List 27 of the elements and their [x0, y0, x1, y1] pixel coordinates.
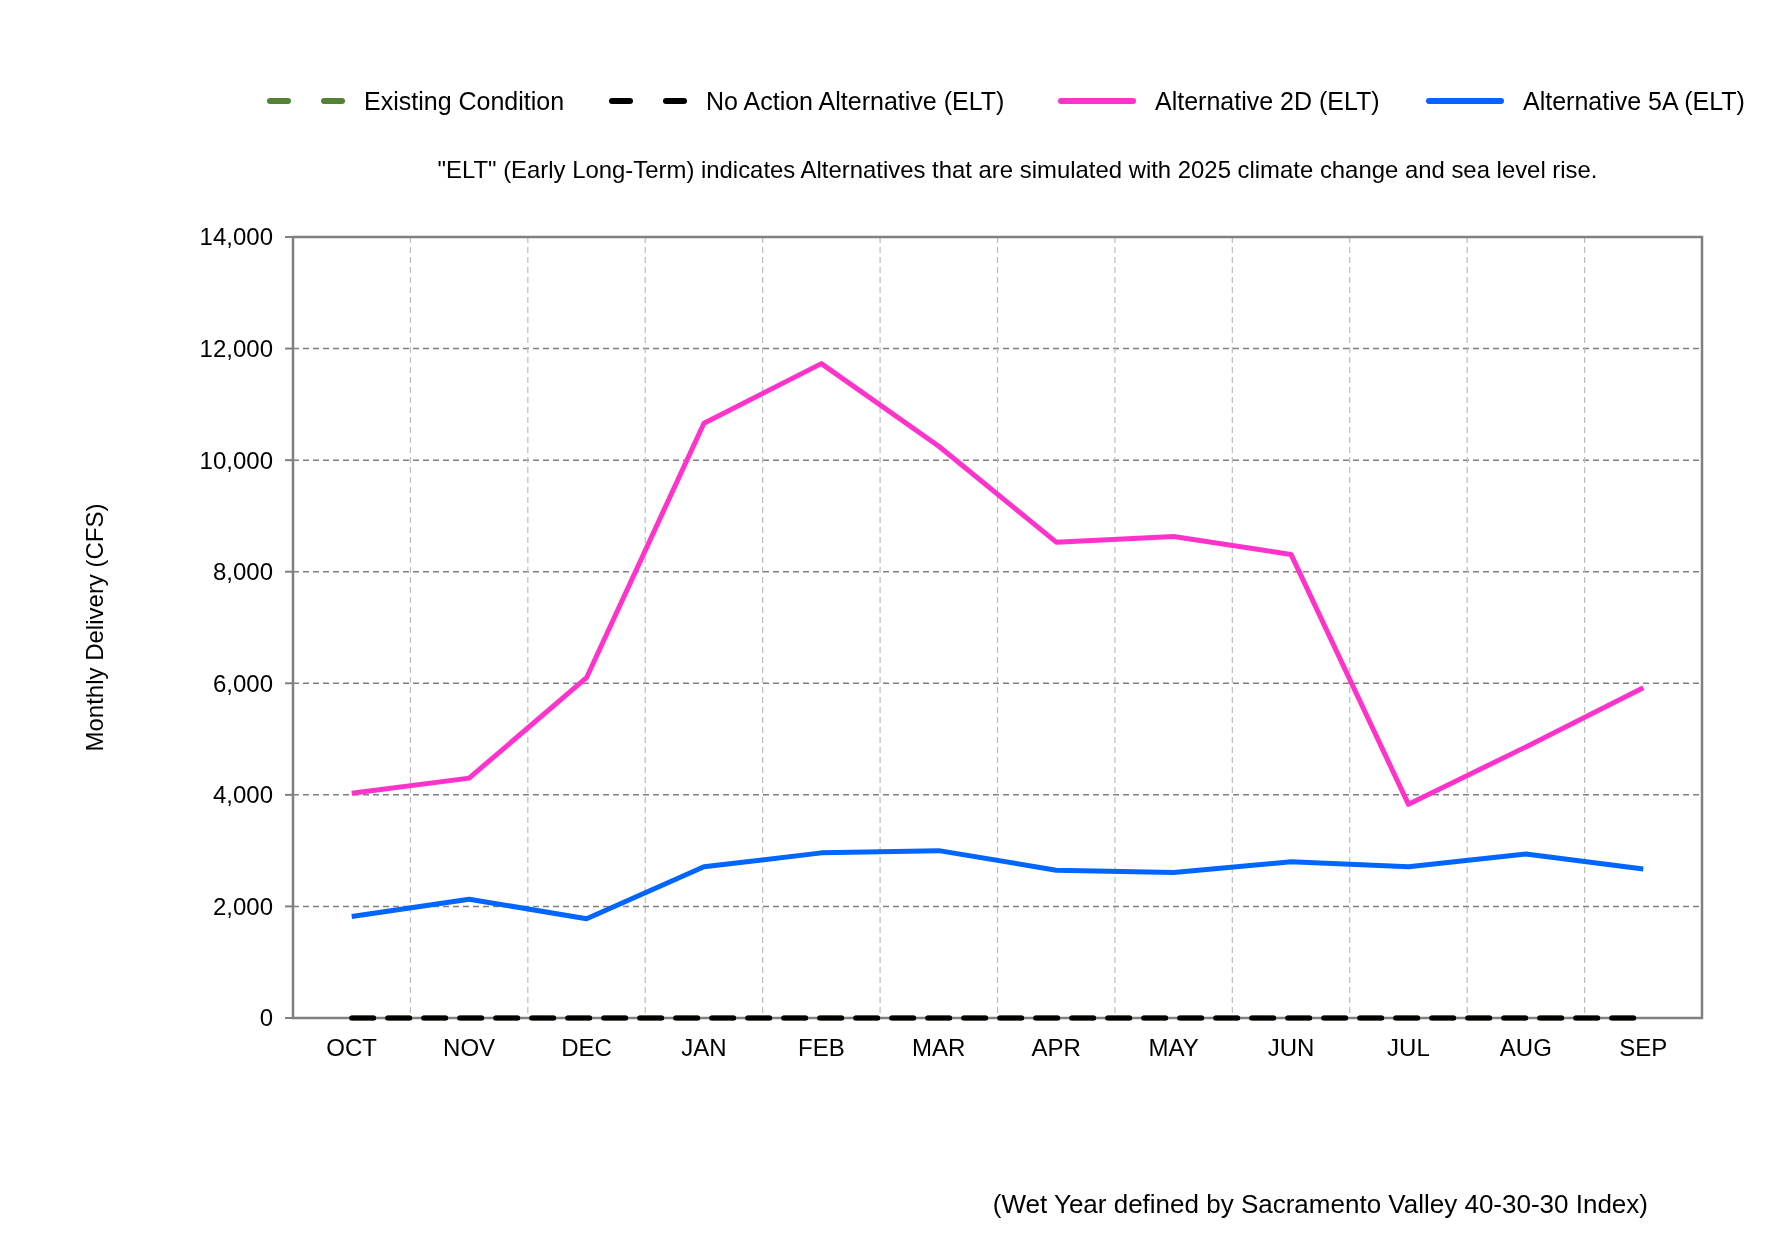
- x-tick-label: MAY: [1148, 1034, 1199, 1061]
- legend-label: Alternative 5A (ELT): [1523, 86, 1745, 115]
- x-tick-label: AUG: [1499, 1034, 1552, 1061]
- y-tick-label: 4,000: [212, 781, 273, 809]
- y-tick-label: 14,000: [199, 223, 273, 251]
- legend-label: Existing Condition: [364, 86, 565, 115]
- y-tick-label: 0: [259, 1004, 273, 1032]
- legend-label: No Action Alternative (ELT): [706, 86, 1005, 115]
- y-tick-label: 12,000: [199, 334, 273, 362]
- x-tick-label: OCT: [326, 1034, 378, 1061]
- y-tick-label: 2,000: [212, 892, 273, 920]
- x-tick-label: APR: [1031, 1034, 1081, 1061]
- x-tick-label: SEP: [1619, 1034, 1668, 1061]
- x-tick-label: DEC: [561, 1034, 612, 1061]
- y-axis-title: Monthly Delivery (CFS): [81, 503, 108, 752]
- x-tick-label: JUL: [1387, 1034, 1430, 1061]
- text: (Wet Year defined by Sacramento Valley 40-30-30 Index): [992, 1189, 1648, 1219]
- y-tick-label: 6,000: [212, 669, 273, 697]
- y-tick-label: 8,000: [212, 558, 273, 586]
- legend-label: Alternative 2D (ELT): [1155, 86, 1380, 115]
- x-tick-label: MAR: [912, 1034, 966, 1061]
- chart-subtitle: "ELT" (Early Long-Term) indicates Alternatives that are simulated with 2025 climate change and sea level rise.: [437, 156, 1603, 183]
- x-tick-label: JUN: [1267, 1034, 1315, 1061]
- y-tick-label: 10,000: [199, 446, 273, 474]
- x-tick-label: NOV: [443, 1034, 496, 1061]
- x-tick-label: FEB: [798, 1034, 845, 1061]
- x-tick-label: JAN: [681, 1034, 727, 1061]
